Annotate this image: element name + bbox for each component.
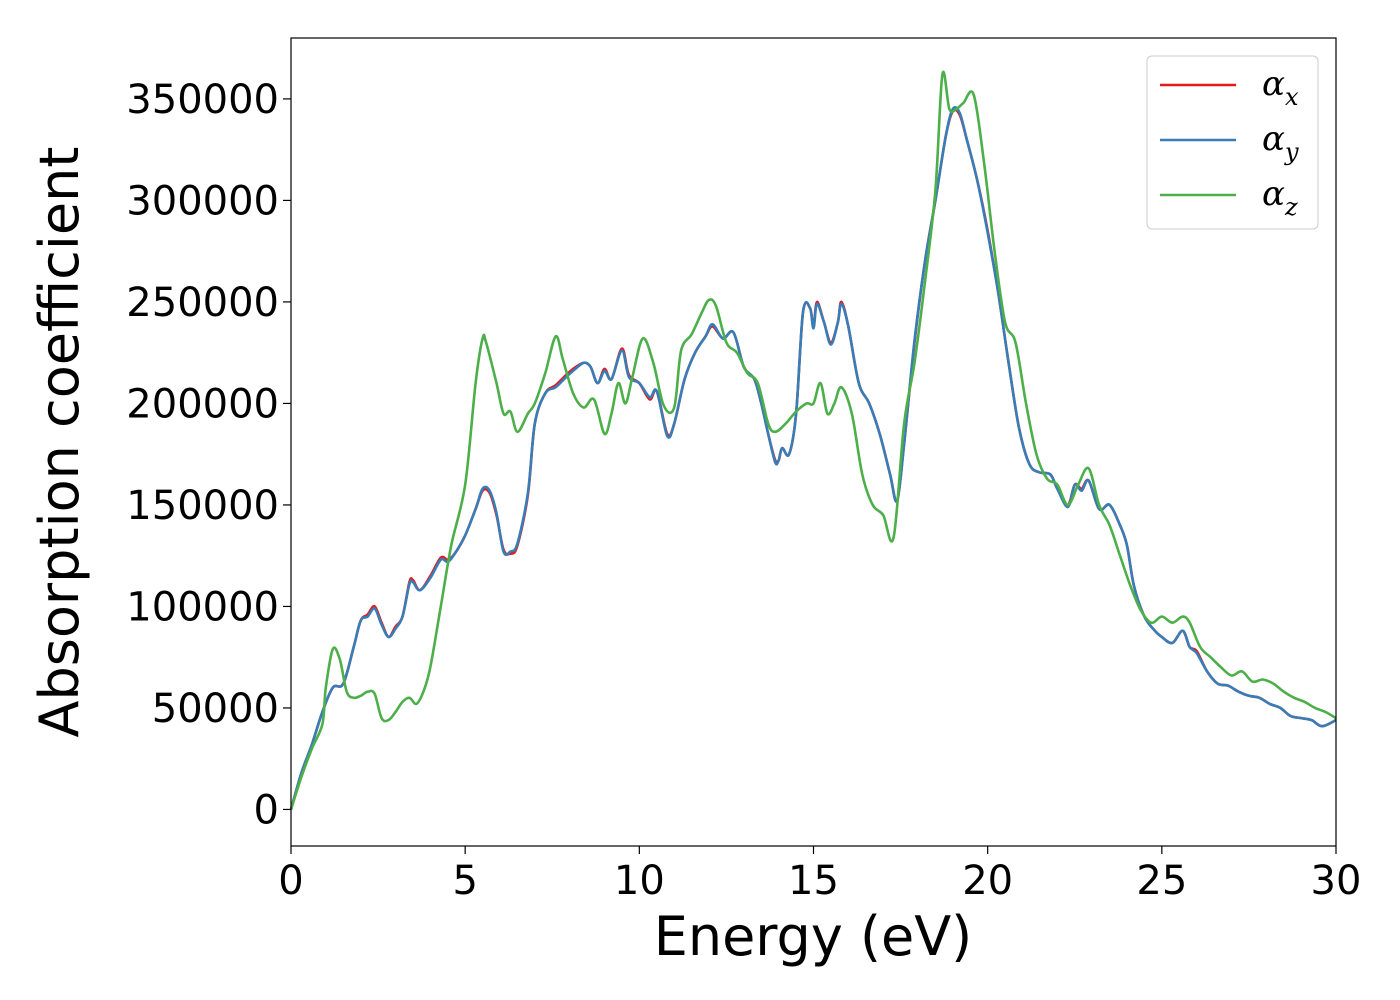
y-tick-label: 350000 (126, 77, 279, 123)
x-tick-label: 15 (788, 858, 839, 904)
x-tick-label: 30 (1311, 858, 1362, 904)
y-tick-label: 0 (254, 787, 279, 833)
x-tick-label: 5 (452, 858, 477, 904)
x-axis-label: Energy (eV) (654, 905, 973, 968)
y-tick-label: 50000 (152, 686, 279, 732)
legend-subscript: x (1285, 83, 1299, 111)
y-tick-label: 250000 (126, 280, 279, 326)
x-tick-label: 20 (962, 858, 1013, 904)
legend-subscript: z (1284, 193, 1298, 221)
x-tick-label: 10 (614, 858, 665, 904)
series-layer (289, 70, 1337, 810)
y-axis-label: Absorption coefficient (28, 147, 91, 738)
legend-subscript: y (1284, 138, 1299, 166)
x-tick-label: 0 (278, 858, 303, 904)
legend-box (1146, 55, 1319, 230)
y-axis-ticks: 0 50000 100000 150000 200000 250000 300000 3500… (126, 77, 291, 833)
y-tick-label: 200000 (126, 381, 279, 427)
y-tick-label: 150000 (126, 483, 279, 529)
y-tick-label: 300000 (126, 178, 279, 224)
series-line-y (289, 106, 1337, 810)
x-axis-ticks: 0 5 10 15 20 25 30 (278, 846, 1361, 904)
y-tick-label: 100000 (126, 584, 279, 630)
x-tick-label: 25 (1136, 858, 1187, 904)
series-line-z (289, 70, 1337, 810)
